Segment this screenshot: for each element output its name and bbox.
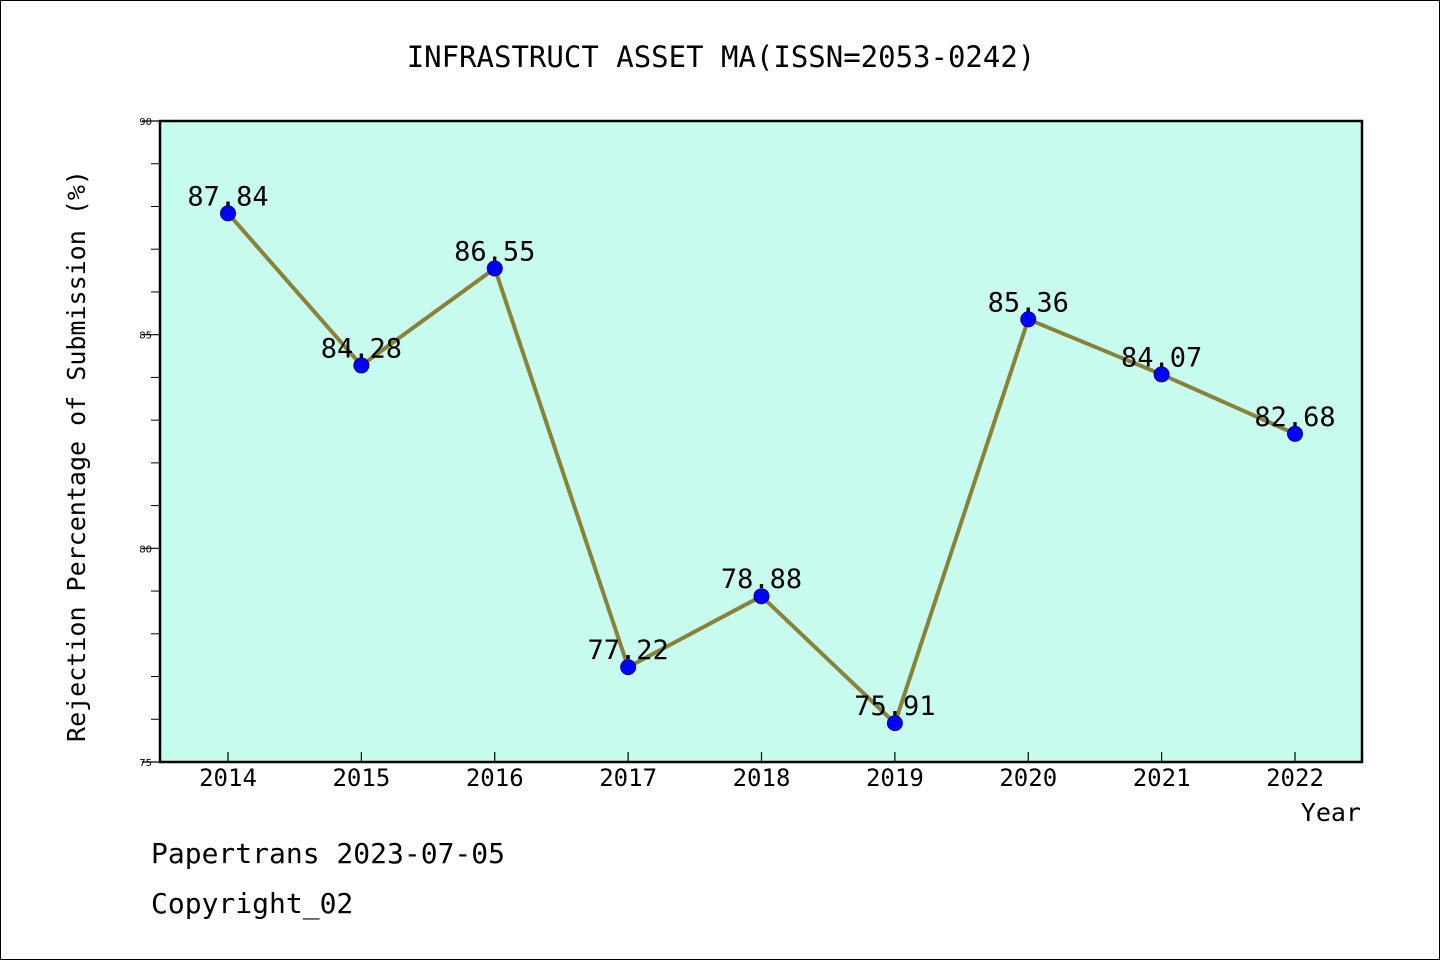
y-axis-label: Rejection Percentage of Submission (%) <box>62 170 91 742</box>
y-tick-label: 90 <box>139 117 152 128</box>
x-tick-label: 2022 <box>1266 764 1324 792</box>
plot-area <box>158 119 1364 764</box>
data-label: 82.68 <box>1254 402 1335 433</box>
y-axis: 75 80 85 90 <box>139 117 160 769</box>
x-axis-label: Year <box>1301 798 1361 827</box>
data-label: 75.91 <box>854 691 935 722</box>
data-label: 84.28 <box>321 333 402 364</box>
data-point <box>486 260 503 277</box>
y-tick-label: 80 <box>139 544 152 555</box>
y-tick-label: 75 <box>139 758 152 769</box>
data-label: 85.36 <box>988 287 1069 318</box>
data-point <box>1287 425 1303 442</box>
series-markers <box>220 205 1303 732</box>
x-tick-label: 2018 <box>733 764 791 792</box>
chart-title: INFRASTRUCT ASSET MA(ISSN=2053-0242) <box>407 40 1036 74</box>
data-point <box>620 659 637 676</box>
x-tick-label: 2015 <box>332 764 390 792</box>
x-tick-label: 2014 <box>199 764 257 792</box>
data-label: 87.84 <box>187 181 268 212</box>
x-tick-label: 2017 <box>599 764 657 792</box>
data-point <box>753 588 770 605</box>
data-point <box>1153 366 1170 383</box>
x-tick-label: 2016 <box>466 764 524 792</box>
data-label: 78.88 <box>721 564 802 595</box>
footer-copyright-text: Copyright_02 <box>151 887 354 920</box>
data-labels: 87.84 84.28 86.55 77.22 78.88 75.91 85.36 84.07… <box>187 181 1335 722</box>
x-tick-label: 2021 <box>1133 764 1191 792</box>
data-point <box>886 715 903 732</box>
y-tick-label: 85 <box>139 331 152 342</box>
data-label: 86.55 <box>454 236 535 267</box>
x-axis: 2014 2015 2016 2017 2018 2019 2020 2021 2022 <box>199 752 1324 792</box>
data-label: 84.07 <box>1121 342 1202 373</box>
x-tick-label: 2020 <box>999 764 1057 792</box>
data-point <box>220 205 236 222</box>
data-point <box>1020 311 1037 328</box>
data-label: 77.22 <box>587 635 668 666</box>
x-tick-label: 2019 <box>866 764 924 792</box>
data-point <box>353 357 370 374</box>
footer-date-text: Papertrans 2023-07-05 <box>151 837 506 870</box>
